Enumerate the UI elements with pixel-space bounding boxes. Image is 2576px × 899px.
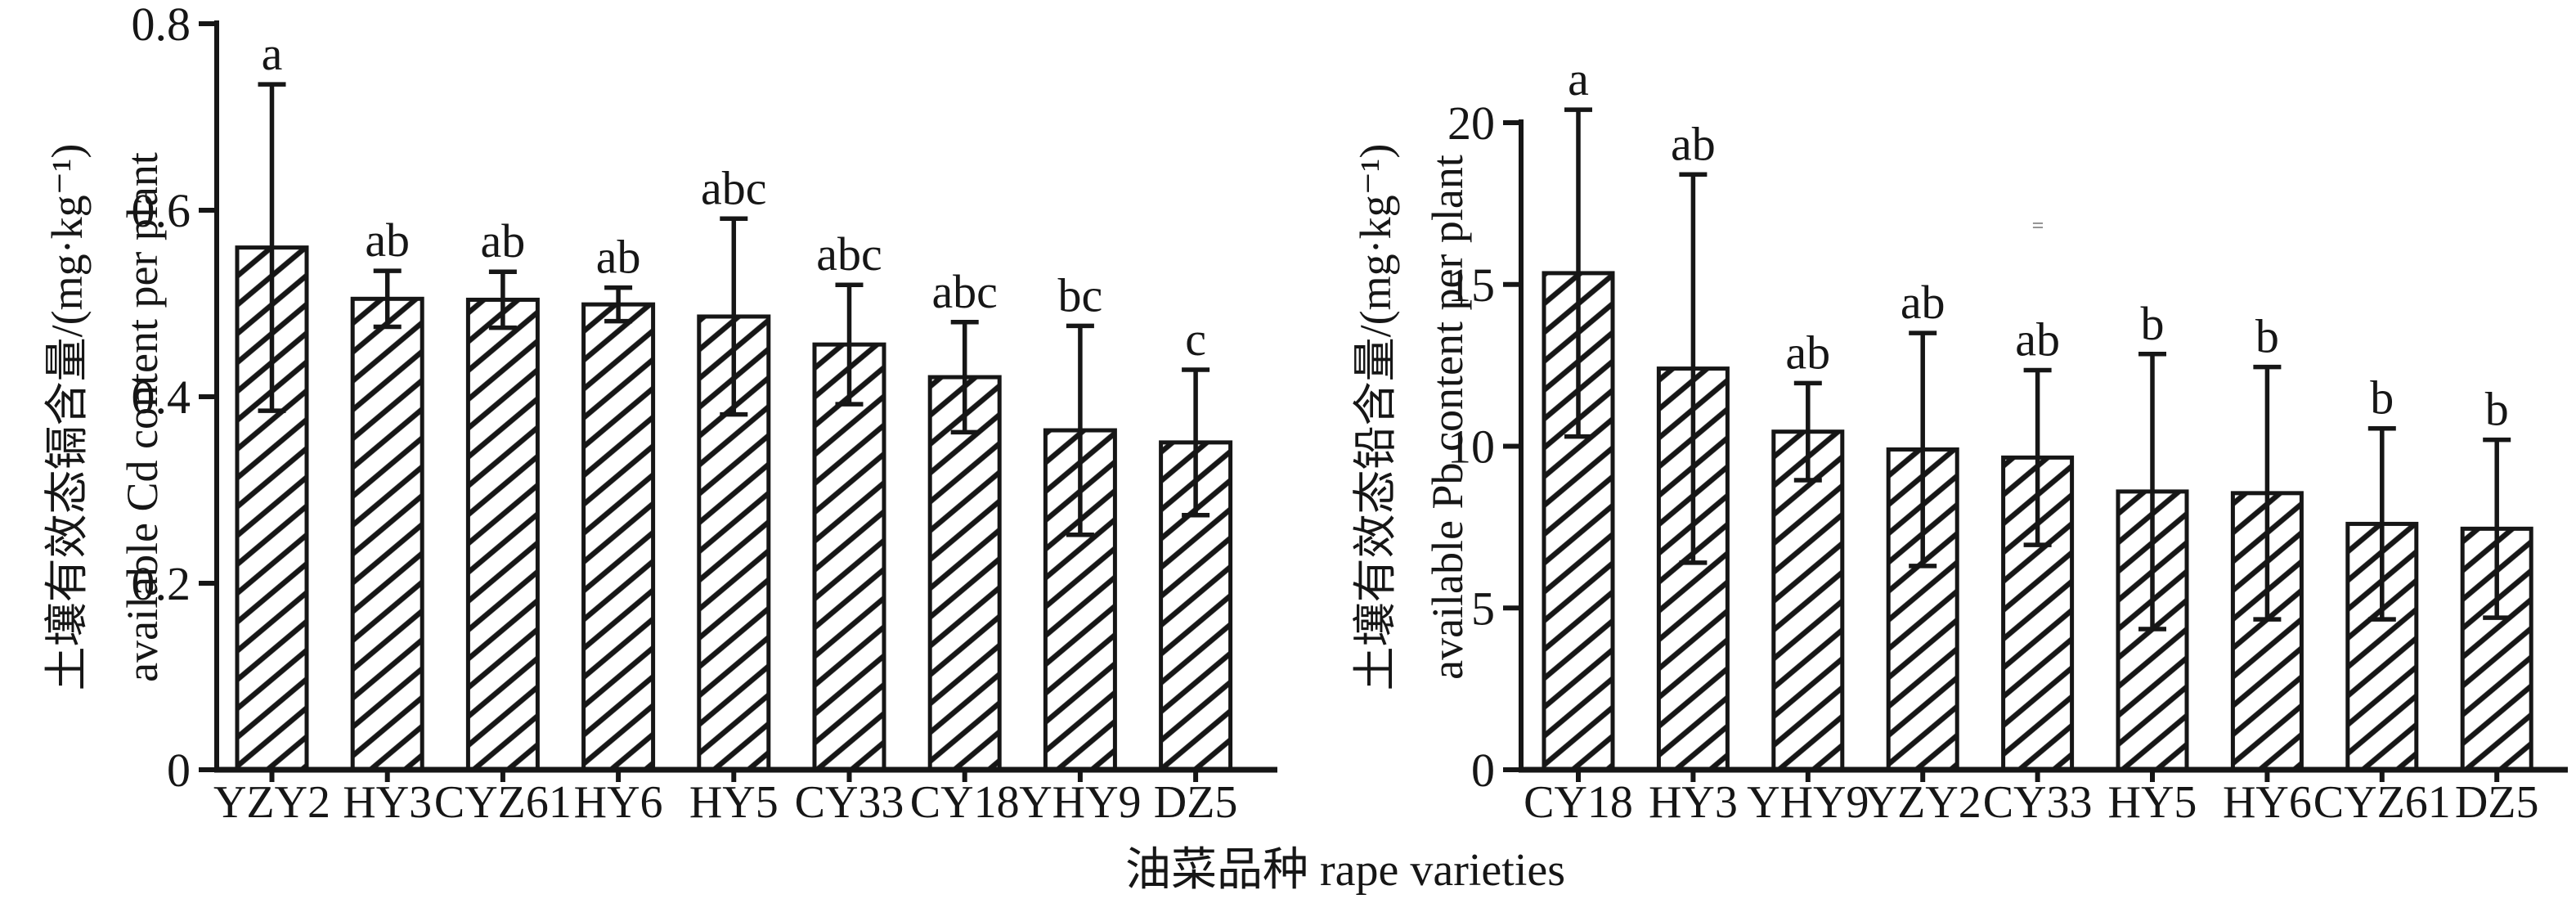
xtick-label-pb-HY3: HY3	[1649, 777, 1738, 828]
error-bar-pb-HY5	[2138, 352, 2166, 632]
error-bar-cd-CY33	[835, 282, 864, 407]
xtick-label-cd-CYZ61: CYZ61	[434, 777, 572, 828]
xtick-label-pb-YHY9: YHY9	[1747, 777, 1869, 828]
bar-cd-CY33	[812, 342, 886, 772]
error-bar-pb-YZY2	[1909, 330, 1937, 569]
xtick-label-cd-HY5: HY5	[689, 777, 779, 828]
ytick-label-pb: 0	[1471, 744, 1495, 797]
ytick-label-cd: 0.6	[132, 184, 191, 237]
xtick-label-pb-DZ5: DZ5	[2455, 777, 2539, 828]
error-bar-pb-CY18	[1564, 107, 1592, 439]
xtick-label-pb-HY6: HY6	[2223, 777, 2312, 828]
y-axis-label-en-pb: available Pb content per plant	[1423, 155, 1472, 680]
artifact-equals-icon: =	[2031, 214, 2044, 237]
xtick-label-cd-YZY2: YZY2	[213, 777, 330, 828]
xtick-label-pb-CY33: CY33	[1983, 777, 2093, 828]
bar-cd-CY18	[927, 375, 1002, 772]
error-bar-cd-CY18	[950, 320, 979, 435]
sig-letter-pb-YHY9: ab	[1785, 326, 1830, 379]
sig-letter-cd-HY6: ab	[596, 231, 641, 284]
ytick-label-pb: 15	[1447, 258, 1495, 312]
xtick-label-cd-YHY9: YHY9	[1019, 777, 1141, 828]
error-bar-pb-HY3	[1679, 172, 1708, 565]
sig-letter-cd-YHY9: bc	[1058, 268, 1103, 321]
sig-letter-pb-CYZ61: b	[2370, 371, 2394, 425]
y-axis-label-zh-cd: 土壤有效态镉含量/(mg·kg⁻¹)	[43, 144, 92, 691]
sig-letter-pb-CY18: a	[1568, 52, 1589, 106]
ytick-label-pb: 20	[1447, 97, 1495, 150]
ytick-label-pb: 10	[1447, 420, 1495, 474]
error-bar-pb-HY6	[2253, 364, 2282, 622]
bar-cd-CYZ61	[465, 297, 540, 772]
sig-letter-pb-DZ5: b	[2485, 383, 2509, 436]
xtick-label-pb-CY18: CY18	[1524, 777, 1633, 828]
sig-letter-cd-YZY2: a	[262, 27, 283, 80]
error-bar-pb-YHY9	[1793, 380, 1822, 483]
error-bar-cd-CYZ61	[488, 269, 517, 330]
ytick-label-cd: 0.4	[132, 371, 191, 424]
error-bar-pb-CY33	[2023, 367, 2052, 547]
sig-letter-cd-CY33: abc	[816, 227, 882, 281]
sig-letter-cd-CYZ61: ab	[481, 214, 526, 267]
xtick-label-pb-YZY2: YZY2	[1865, 777, 1981, 828]
sig-letter-cd-DZ5: c	[1185, 312, 1206, 366]
ytick-label-cd: 0	[167, 744, 191, 797]
sig-letter-pb-CY33: ab	[2015, 313, 2060, 366]
error-bar-cd-HY5	[720, 216, 748, 417]
xtick-label-cd-DZ5: DZ5	[1154, 777, 1238, 828]
sig-letter-pb-HY3: ab	[1671, 117, 1716, 170]
error-bar-pb-DZ5	[2483, 437, 2511, 620]
sig-letter-pb-HY5: b	[2141, 297, 2165, 350]
chart-cd: 0 0.2 0.4 0.6 0.8 土壤有效态镉含量/(mg·kg⁻¹) available…	[43, 0, 1277, 828]
xtick-label-cd-HY6: HY6	[574, 777, 663, 828]
error-bar-cd-YHY9	[1066, 323, 1094, 537]
sig-letter-pb-YZY2: ab	[1901, 276, 1945, 329]
sig-letter-cd-HY3: ab	[365, 214, 410, 267]
xtick-label-cd-CY33: CY33	[795, 777, 904, 828]
x-axis-title: 油菜品种 rape varieties	[1124, 845, 1566, 896]
sig-letter-pb-HY6: b	[2255, 310, 2279, 363]
error-bar-cd-HY6	[604, 285, 633, 324]
error-bar-pb-CYZ61	[2367, 425, 2396, 622]
chart-pb: 0 5 10 15 20 土壤有效态铅含量/(mg·kg⁻¹) available Pb c…	[1351, 52, 2568, 828]
ytick-label-pb: 5	[1471, 582, 1495, 635]
error-bar-cd-HY3	[373, 268, 402, 330]
xtick-label-cd-CY18: CY18	[910, 777, 1020, 828]
ytick-label-cd: 0.8	[132, 0, 191, 51]
y-axis-label-zh-pb: 土壤有效态铅含量/(mg·kg⁻¹)	[1351, 144, 1400, 691]
y-axis-label-en-cd: available Cd content per plant	[118, 152, 167, 682]
bar-cd-HY3	[350, 296, 424, 772]
bar-cd-HY6	[581, 302, 656, 772]
sig-letter-cd-CY18: abc	[931, 265, 998, 318]
xtick-label-cd-HY3: HY3	[343, 777, 432, 828]
ytick-label-cd: 0.2	[132, 557, 191, 610]
xtick-label-pb-HY5: HY5	[2108, 777, 2197, 828]
xtick-label-pb-CYZ61: CYZ61	[2313, 777, 2451, 828]
error-bar-cd-DZ5	[1182, 367, 1210, 518]
error-bar-cd-YZY2	[258, 82, 286, 413]
sig-letter-cd-HY5: abc	[701, 161, 767, 214]
